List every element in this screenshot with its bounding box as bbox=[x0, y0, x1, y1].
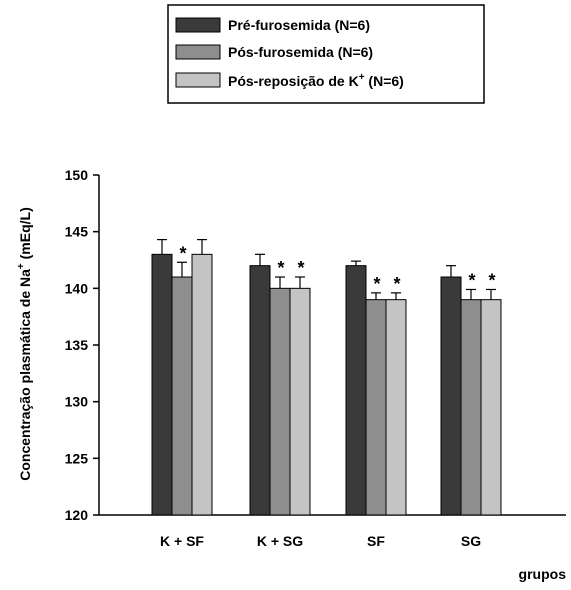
bar-reposicao bbox=[289, 287, 311, 516]
bar-pos bbox=[365, 299, 387, 516]
significance-marker: * bbox=[297, 258, 304, 278]
legend-swatch-reposicao bbox=[175, 72, 221, 88]
significance-marker: * bbox=[179, 243, 186, 263]
y-tick-label: 120 bbox=[65, 507, 89, 523]
bar-pre bbox=[440, 276, 462, 516]
x-axis-ticks: K + SF K + SG SF SG bbox=[160, 533, 481, 549]
legend: Pré-furosemida (N=6) Pós-furosemida (N=6… bbox=[167, 4, 485, 104]
bar-pos bbox=[171, 276, 193, 516]
bar-pre bbox=[345, 265, 367, 516]
bar-reposicao bbox=[480, 299, 502, 516]
significance-marker: * bbox=[468, 270, 475, 290]
legend-label-reposicao: Pós-reposição de K+ (N=6) bbox=[228, 72, 404, 89]
x-tick-label: SF bbox=[367, 533, 385, 549]
x-tick-label: K + SG bbox=[257, 533, 303, 549]
legend-label-pos: Pós-furosemida (N=6) bbox=[228, 44, 373, 60]
y-tick-label: 150 bbox=[65, 167, 89, 183]
y-tick-label: 145 bbox=[65, 224, 89, 240]
legend-label-pre: Pré-furosemida (N=6) bbox=[228, 17, 370, 33]
y-tick-label: 140 bbox=[65, 280, 89, 296]
y-tick-label: 125 bbox=[65, 450, 89, 466]
bar-pos bbox=[460, 299, 482, 516]
y-axis-ticks: 120 125 130 135 140 145 150 bbox=[65, 167, 99, 523]
significance-marker: * bbox=[373, 274, 380, 294]
y-axis-title: Concentração plasmática de Na+ (mEq/L) bbox=[16, 207, 33, 480]
legend-swatch-pos bbox=[175, 44, 221, 60]
legend-swatch-pre bbox=[175, 17, 221, 33]
x-tick-label: SG bbox=[461, 533, 481, 549]
y-tick-label: 135 bbox=[65, 337, 89, 353]
bar-pre bbox=[249, 265, 271, 516]
x-axis-title: grupos bbox=[519, 566, 567, 582]
significance-marker: * bbox=[488, 270, 495, 290]
significance-marker: * bbox=[277, 258, 284, 278]
bar-reposicao bbox=[191, 253, 213, 516]
y-tick-label: 130 bbox=[65, 394, 89, 410]
significance-marker: * bbox=[393, 274, 400, 294]
bars: * * * * * * * bbox=[151, 239, 502, 516]
bar-pos bbox=[269, 287, 291, 516]
x-tick-label: K + SF bbox=[160, 533, 204, 549]
bar-reposicao bbox=[385, 299, 407, 516]
bar-pre bbox=[151, 253, 173, 516]
legend-box bbox=[167, 4, 485, 104]
